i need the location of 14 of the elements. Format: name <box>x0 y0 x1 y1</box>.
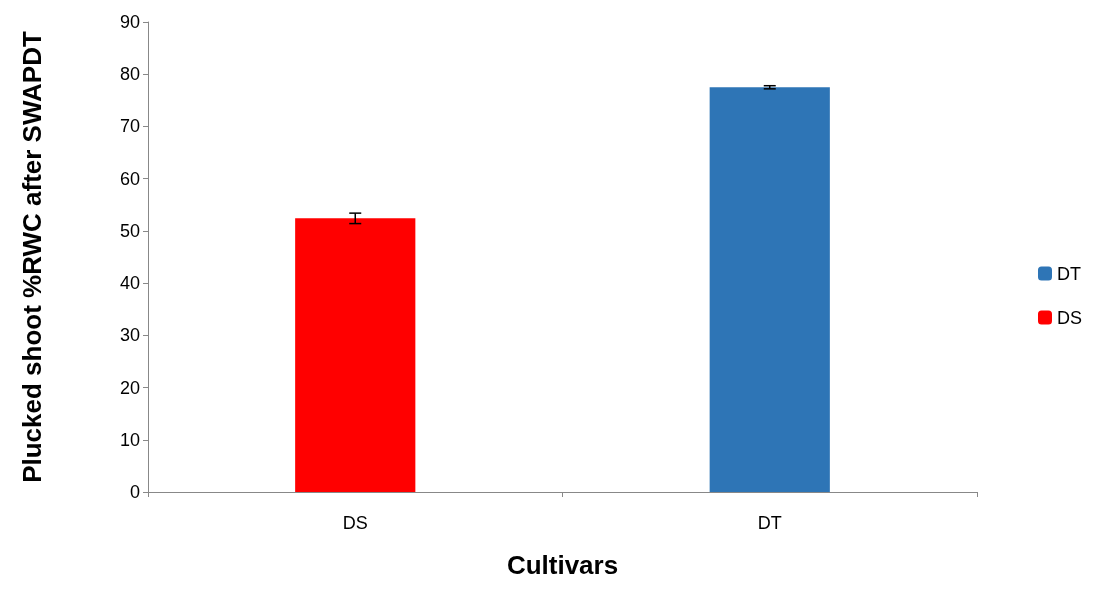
y-tick-label: 70 <box>119 116 140 137</box>
y-tick-label: 40 <box>119 273 140 294</box>
y-tick-label: 10 <box>119 429 140 450</box>
x-axis-title: Cultivars <box>506 550 619 580</box>
y-axis-title: Plucked shoot %RWC after SWAPDT <box>17 31 47 483</box>
y-tick-label: 20 <box>119 377 140 398</box>
y-tick-label: 60 <box>119 168 140 189</box>
y-tick-label: 0 <box>129 482 140 502</box>
legend-label: DS <box>1057 307 1083 328</box>
y-tick-label: 80 <box>119 64 140 85</box>
y-tick-label: 90 <box>119 12 140 32</box>
y-tick-label: 30 <box>119 325 140 346</box>
y-tick-label: 50 <box>119 220 140 241</box>
legend-label: DT <box>1057 263 1081 284</box>
